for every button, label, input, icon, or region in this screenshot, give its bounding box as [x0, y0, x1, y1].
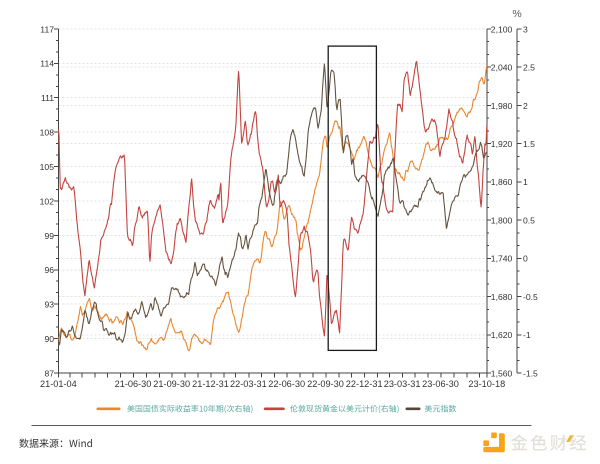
svg-text:23-10-18: 23-10-18: [468, 379, 505, 389]
svg-text:1,920: 1,920: [491, 139, 513, 149]
svg-text:114: 114: [40, 59, 54, 69]
svg-text:-1.5: -1.5: [523, 368, 538, 378]
svg-text:2: 2: [523, 101, 528, 111]
svg-text:22-06-30: 22-06-30: [268, 379, 305, 389]
svg-text:23-06-30: 23-06-30: [422, 379, 459, 389]
svg-text:1,560: 1,560: [491, 368, 513, 378]
svg-text:111: 111: [41, 93, 54, 103]
svg-text:22-03-31: 22-03-31: [230, 379, 267, 389]
svg-text:102: 102: [40, 196, 55, 206]
svg-text:22-12-31: 22-12-31: [346, 379, 383, 389]
svg-text:2,040: 2,040: [491, 63, 513, 73]
svg-text:-0.5: -0.5: [523, 292, 538, 302]
svg-text:1.5: 1.5: [523, 139, 535, 149]
svg-text:90: 90: [44, 334, 54, 344]
svg-text:87: 87: [44, 368, 54, 378]
svg-text:2,100: 2,100: [491, 24, 513, 34]
svg-text:23-03-31: 23-03-31: [384, 379, 421, 389]
svg-text:1,740: 1,740: [491, 254, 513, 264]
svg-text:21-12-31: 21-12-31: [192, 379, 229, 389]
svg-text:105: 105: [40, 162, 55, 172]
svg-text:1,860: 1,860: [491, 177, 513, 187]
svg-text:21-09-30: 21-09-30: [153, 379, 190, 389]
svg-text:108: 108: [40, 128, 55, 138]
svg-text:22-09-30: 22-09-30: [307, 379, 344, 389]
svg-text:93: 93: [44, 300, 54, 310]
svg-text:1,620: 1,620: [491, 330, 513, 340]
svg-text:3: 3: [523, 24, 528, 34]
svg-text:1,680: 1,680: [491, 292, 513, 302]
svg-text:%: %: [512, 8, 521, 20]
svg-text:0: 0: [523, 254, 528, 264]
svg-text:21-01-04: 21-01-04: [40, 379, 77, 389]
svg-text:2.5: 2.5: [523, 63, 535, 73]
svg-text:1: 1: [523, 177, 528, 187]
svg-text:0.5: 0.5: [523, 216, 535, 226]
svg-text:117: 117: [40, 24, 54, 34]
svg-text:99: 99: [44, 231, 54, 241]
svg-text:1,800: 1,800: [491, 216, 513, 226]
svg-text:96: 96: [44, 265, 54, 275]
svg-text:1,980: 1,980: [491, 101, 513, 111]
svg-text:-1: -1: [523, 330, 531, 340]
svg-text:21-06-30: 21-06-30: [115, 379, 152, 389]
